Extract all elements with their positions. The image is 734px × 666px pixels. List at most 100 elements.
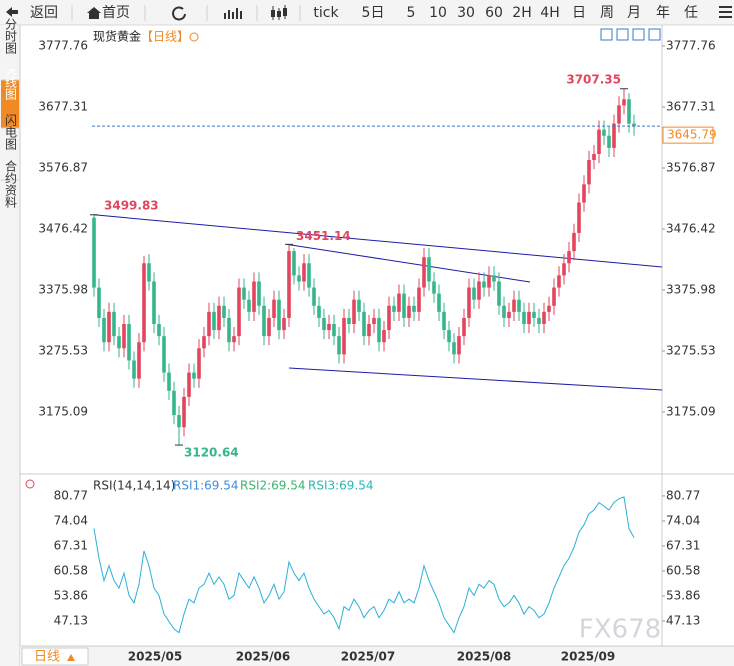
back-icon[interactable] <box>6 7 18 17</box>
candle-body <box>312 287 316 306</box>
period-button[interactable]: 5日 <box>362 5 385 21</box>
active-tab-bg <box>1 80 19 128</box>
period-button[interactable]: 周 <box>600 5 614 21</box>
rsi-legend: RSI3:69.54 <box>308 479 374 493</box>
menu-icon[interactable] <box>719 6 732 18</box>
rsi-tick-label: 67.31 <box>54 538 88 552</box>
period-button[interactable]: 60 <box>485 5 503 21</box>
trend-line <box>93 214 663 268</box>
candle-body <box>557 275 561 288</box>
candle-body <box>267 317 271 337</box>
bar-icon[interactable] <box>224 8 242 19</box>
sidebar-tab[interactable]: 合约资料 <box>4 159 18 208</box>
candle-body <box>337 336 341 355</box>
x-tick-label: 2025/05 <box>128 650 182 664</box>
candle-body <box>322 317 326 331</box>
candle-body <box>142 263 146 343</box>
candle-body <box>257 281 261 306</box>
candle-body <box>207 311 211 337</box>
candle-body <box>167 372 171 391</box>
candle-body <box>517 299 521 312</box>
candle-body <box>552 287 556 306</box>
rsi-tick-label-right: 53.86 <box>666 588 700 602</box>
back-button[interactable]: 返回 <box>30 5 58 21</box>
candle-body <box>527 311 531 324</box>
candle-body <box>592 153 596 161</box>
sidebar-tab[interactable]: 闪电图 <box>4 114 18 150</box>
candle-body <box>412 305 416 312</box>
period-button[interactable]: 10 <box>429 5 447 21</box>
candle-body <box>417 287 421 312</box>
period-button[interactable]: 30 <box>457 5 475 21</box>
candle-body <box>342 317 346 355</box>
candle-body <box>622 99 626 106</box>
y-tick-label: 3677.31 <box>38 100 88 114</box>
candle-body <box>152 281 156 324</box>
period-arrow[interactable] <box>67 654 75 661</box>
candle-body <box>147 263 151 282</box>
candle-body <box>477 281 481 300</box>
period-button[interactable]: 任 <box>684 5 698 21</box>
x-tick-label: 2025/07 <box>341 650 395 664</box>
candle-body <box>287 251 291 318</box>
y-tick-label-right: 3275.53 <box>666 344 716 358</box>
candle-body <box>397 293 401 312</box>
candle-body <box>522 311 526 324</box>
period-button[interactable]: 5 <box>407 5 416 21</box>
y-tick-label: 3275.53 <box>38 344 88 358</box>
rsi-tick-label: 53.86 <box>54 588 88 602</box>
period-button[interactable]: 4H <box>540 5 559 21</box>
y-tick-label-right: 3576.87 <box>666 161 716 175</box>
candle-body <box>357 299 361 312</box>
period-button[interactable]: 2H <box>512 5 531 21</box>
rsi-icon[interactable] <box>25 479 35 489</box>
candle-body <box>127 324 131 361</box>
chart-title: 现货黄金 <box>93 29 141 44</box>
chart-tools[interactable] <box>600 28 661 41</box>
refresh-icon[interactable] <box>172 6 186 21</box>
settings-icon[interactable] <box>189 32 199 42</box>
candle-body <box>217 305 221 331</box>
rsi-tick-label: 47.13 <box>54 613 88 627</box>
candle-body <box>107 311 111 343</box>
candle-body <box>332 324 336 337</box>
candle-body <box>582 184 586 203</box>
candle-body <box>157 324 161 337</box>
current-price-label: 3645.79 <box>667 128 717 142</box>
toolbar <box>0 0 734 25</box>
period-select-label[interactable]: 日线 <box>34 650 60 665</box>
candle-body <box>567 251 571 264</box>
rsi-tick-label-right: 67.31 <box>666 538 700 552</box>
candle-body <box>172 390 176 416</box>
sidebar-tab[interactable]: K线图 <box>4 68 18 100</box>
candle-body <box>442 311 446 331</box>
rsi-tick-label: 74.04 <box>54 513 88 527</box>
candle-body <box>222 305 226 318</box>
extreme-label: 3499.83 <box>104 198 159 212</box>
candle-body <box>367 324 371 337</box>
home-button[interactable]: 首页 <box>102 5 130 21</box>
extreme-label: 3707.35 <box>566 72 621 86</box>
watermark: FX678 <box>579 615 661 645</box>
candle-body <box>562 263 566 276</box>
sidebar-tab[interactable]: 分时图 <box>4 18 18 54</box>
separators <box>71 5 301 21</box>
period-button[interactable]: 月 <box>627 5 641 21</box>
candle-body <box>212 311 216 331</box>
period-button[interactable]: 日 <box>572 5 586 21</box>
candle-body <box>242 287 246 300</box>
candle-body <box>247 299 251 312</box>
chart-subtitle: 【日线】 <box>141 30 189 44</box>
period-button[interactable]: tick <box>313 5 339 21</box>
candle-body <box>237 287 241 337</box>
candle-body <box>302 263 306 282</box>
candle-body <box>197 348 201 379</box>
candle-body <box>422 257 426 288</box>
x-axis-bar <box>20 646 734 666</box>
rsi-line <box>93 496 635 634</box>
candle-body <box>627 99 631 124</box>
home-icon[interactable] <box>87 7 101 19</box>
period-button[interactable]: 年 <box>656 5 670 21</box>
candle-body <box>92 217 96 288</box>
candle-body <box>387 305 391 331</box>
